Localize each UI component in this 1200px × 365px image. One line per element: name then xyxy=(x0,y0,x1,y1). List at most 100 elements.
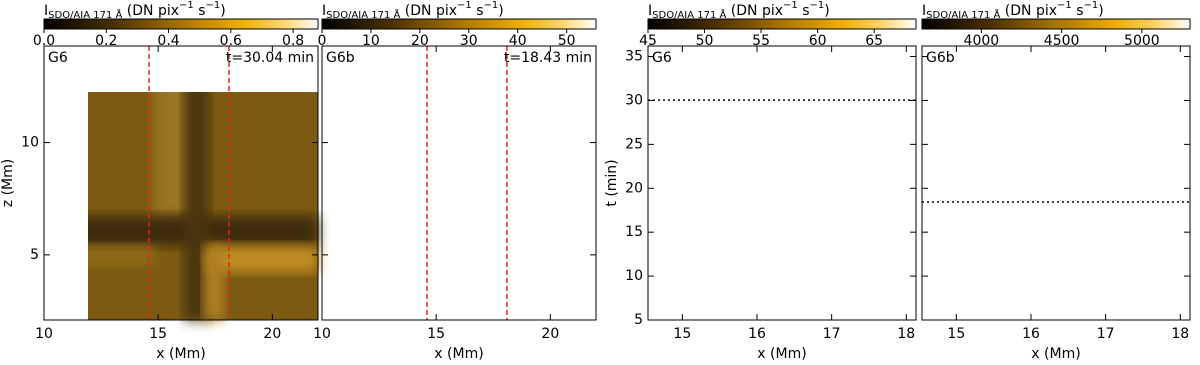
x-tick-label: 15 xyxy=(149,326,167,342)
y-tick-label: 10 xyxy=(21,135,39,151)
colorbar-label-part: ) xyxy=(1098,3,1103,19)
colorbar-label-part: I xyxy=(322,3,326,19)
x-tick-label: 17 xyxy=(823,326,841,342)
colorbar xyxy=(321,18,597,30)
image-region xyxy=(1087,46,1120,320)
colorbar-label-part: I xyxy=(44,3,48,19)
image-region xyxy=(470,46,490,320)
colorbar-tick-label: 0.2 xyxy=(95,33,117,49)
image xyxy=(922,46,1190,320)
y-tick-label: 15 xyxy=(625,224,643,240)
y-axis-label: t (min) xyxy=(604,159,620,206)
x-tick-label: 16 xyxy=(748,326,766,342)
y-tick-label: 5 xyxy=(30,247,39,263)
panel-label: G6b xyxy=(926,50,955,66)
y-tick-label: 25 xyxy=(625,136,643,152)
image-region xyxy=(1057,46,1087,320)
panel-label: G6 xyxy=(652,50,672,66)
colorbar-tick-label: 50 xyxy=(696,33,714,49)
colorbar-label-part: (DN pix xyxy=(1000,3,1057,19)
colorbar-label-part: SDO/AIA 171 Å xyxy=(926,8,1000,21)
image-region xyxy=(437,46,467,216)
colorbar-label-part: s xyxy=(472,3,484,19)
colorbar-label-part: −1 xyxy=(206,0,221,11)
colorbar-label-part: I xyxy=(648,3,652,19)
colorbar-label-part: −1 xyxy=(1057,0,1072,11)
colorbar-label-part: −1 xyxy=(457,0,472,11)
x-axis-label: x (Mm) xyxy=(434,346,483,362)
colorbar-label-part: s xyxy=(1072,3,1084,19)
y-tick-label: 20 xyxy=(625,180,643,196)
colorbar-label: ISDO/AIA 171 Å (DN pix−1 s−1) xyxy=(44,0,226,21)
colorbar-label-part: −1 xyxy=(1084,0,1099,11)
annotation: t=18.43 min xyxy=(504,50,592,66)
colorbar-tick-label: 40 xyxy=(509,33,527,49)
colorbar-label-part: ) xyxy=(220,3,225,19)
x-tick-label: 18 xyxy=(897,326,915,342)
colorbar-tick-label: 4000 xyxy=(964,33,1000,49)
x-tick-label: 15 xyxy=(947,326,965,342)
colorbar-tick-label: 0 xyxy=(318,33,327,49)
colorbar-label: ISDO/AIA 171 Å (DN pix−1 s−1) xyxy=(922,0,1104,21)
x-axis-label: x (Mm) xyxy=(757,346,806,362)
image-region xyxy=(480,261,502,320)
colorbar-label-part: SDO/AIA 171 Å xyxy=(326,8,400,21)
colorbar-tick-label: 55 xyxy=(752,33,770,49)
image-region xyxy=(88,216,318,246)
y-tick-label: 10 xyxy=(625,268,643,284)
axes-frame xyxy=(921,45,1191,321)
colorbar-label: ISDO/AIA 171 Å (DN pix−1 s−1) xyxy=(322,0,504,21)
image-region xyxy=(749,46,783,320)
colorbar-tick-label: 0.8 xyxy=(282,33,304,49)
colorbar-tick-label: 0.4 xyxy=(157,33,179,49)
x-tick-label: 16 xyxy=(1022,326,1040,342)
image xyxy=(322,46,596,320)
annotation: t=30.04 min xyxy=(226,50,314,66)
colorbar-label-part: s xyxy=(194,3,206,19)
colorbar-label-part: SDO/AIA 171 Å xyxy=(48,8,122,21)
image-region xyxy=(442,146,472,216)
colorbar-label: ISDO/AIA 171 Å (DN pix−1 s−1) xyxy=(648,0,830,21)
colorbar-tick-label: 50 xyxy=(558,33,576,49)
image-region xyxy=(813,46,846,320)
image-region xyxy=(708,286,749,320)
axes-frame xyxy=(43,45,319,321)
image-region xyxy=(204,246,224,320)
axes-frame xyxy=(321,45,597,321)
colorbar-label-part: −1 xyxy=(783,0,798,11)
x-tick-label: 10 xyxy=(313,326,331,342)
axes-frame xyxy=(647,45,917,321)
colorbar xyxy=(647,18,917,30)
colorbar-tick-label: 65 xyxy=(865,33,883,49)
image-region xyxy=(480,240,508,272)
colorbar-label-part: (DN pix xyxy=(122,3,179,19)
image xyxy=(88,92,318,320)
colorbar-label-part: −1 xyxy=(179,0,194,11)
x-tick-label: 15 xyxy=(673,326,691,342)
colorbar-tick-label: 10 xyxy=(362,33,380,49)
colorbar-label-part: ) xyxy=(824,3,829,19)
x-tick-label: 20 xyxy=(263,326,281,342)
image-region xyxy=(1023,46,1057,320)
colorbar-label-part: (DN pix xyxy=(726,3,783,19)
colorbar-label-part: (DN pix xyxy=(400,3,457,19)
image-region xyxy=(783,46,813,320)
image-region xyxy=(209,246,318,272)
colorbar-tick-label: 0.6 xyxy=(220,33,242,49)
y-tick-label: 35 xyxy=(625,49,643,65)
y-axis-label: z (Mm) xyxy=(0,159,16,207)
colorbar xyxy=(43,18,319,30)
colorbar-label-part: ) xyxy=(498,3,503,19)
y-tick-label: 5 xyxy=(634,312,643,328)
colorbar-tick-label: 30 xyxy=(460,33,478,49)
image xyxy=(648,46,916,320)
colorbar-tick-label: 0.0 xyxy=(33,33,55,49)
colorbar-label-part: −1 xyxy=(484,0,499,11)
y-tick-label: 30 xyxy=(625,92,643,108)
colorbar-label-part: SDO/AIA 171 Å xyxy=(652,8,726,21)
panel-label: G6b xyxy=(326,50,355,66)
x-tick-label: 15 xyxy=(427,326,445,342)
x-tick-label: 17 xyxy=(1097,326,1115,342)
image-region xyxy=(322,46,596,320)
